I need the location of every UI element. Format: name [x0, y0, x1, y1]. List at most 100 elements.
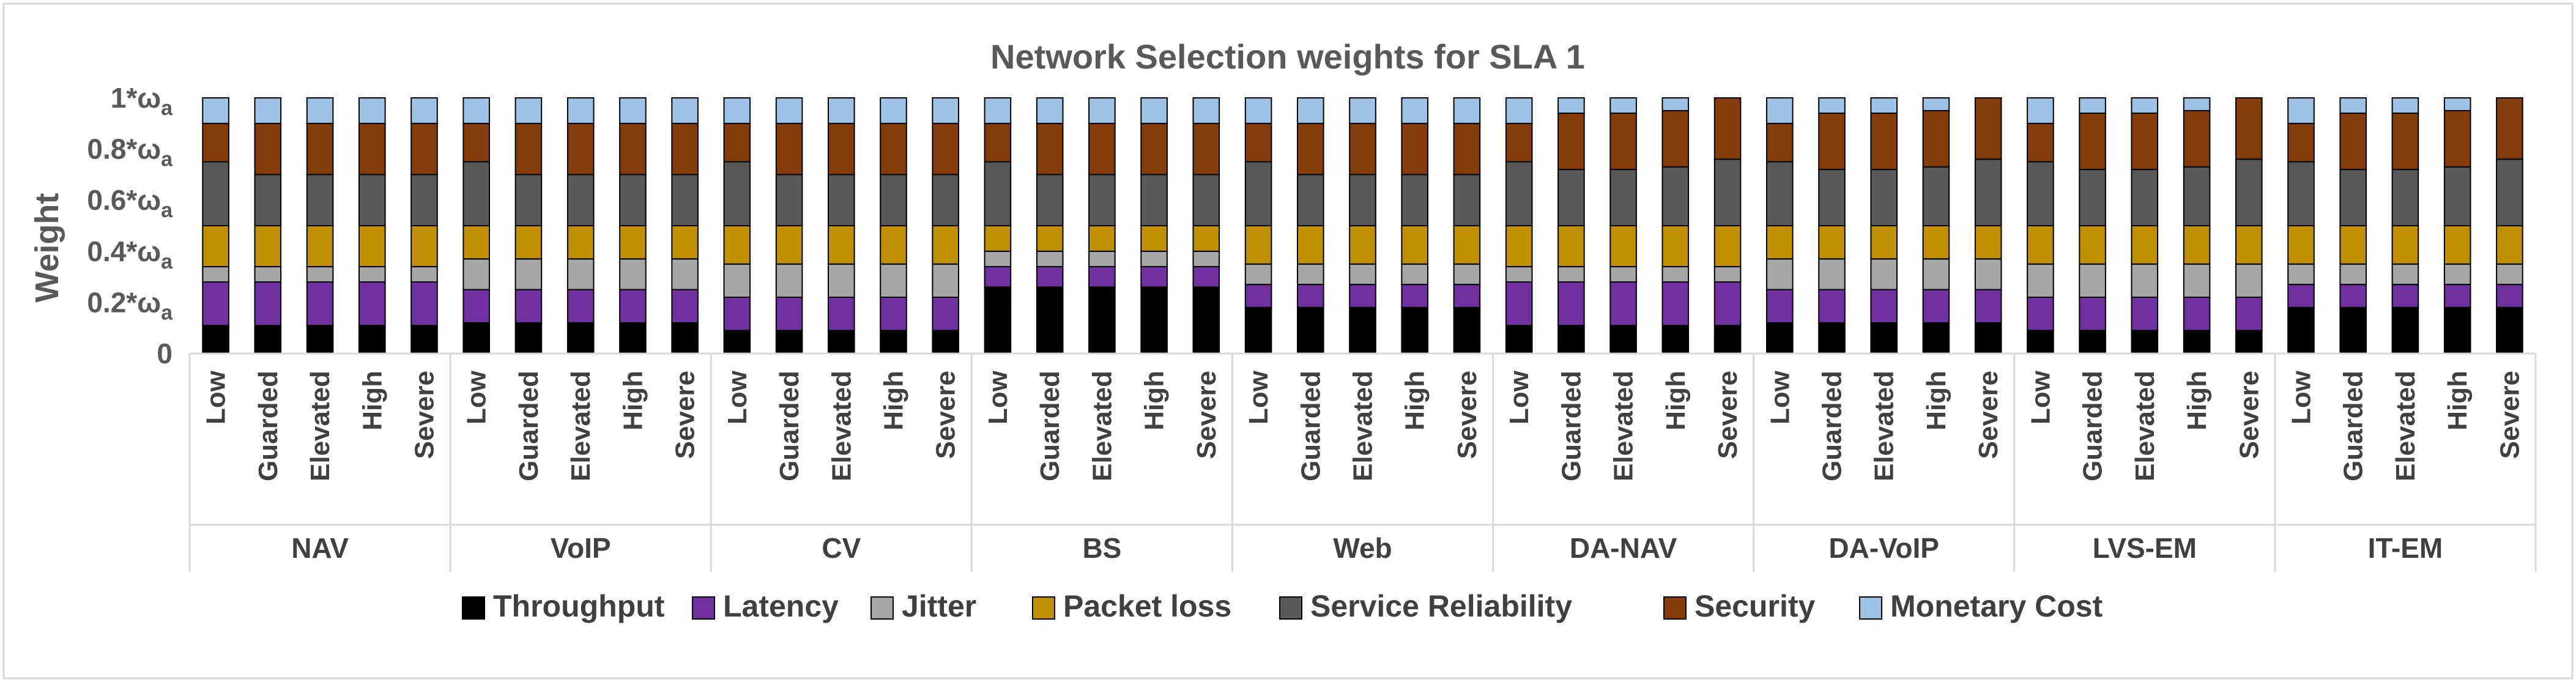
legend-label: Jitter [902, 589, 976, 623]
bar-segment [2131, 225, 2159, 265]
bar-segment [2339, 263, 2367, 286]
bar-segment [1922, 97, 1950, 111]
bar-segment [828, 122, 855, 176]
bar-segment [2391, 284, 2419, 308]
bar-segment [1297, 225, 1324, 265]
bar-segment [202, 225, 229, 267]
y-tick-label: 0.4*ωa [87, 235, 173, 273]
bar-segment [1140, 174, 1168, 226]
bar-segment [1557, 113, 1585, 171]
chart-title: Network Selection weights for SLA 1 [990, 37, 1585, 76]
bar-segment [1036, 265, 1064, 288]
bar-segment [2131, 113, 2159, 171]
bar-segment [358, 265, 386, 283]
bar-segment [2183, 166, 2211, 226]
bar-segment [2027, 161, 2054, 226]
bar-segment [2131, 297, 2159, 332]
bar-segment [2391, 113, 2419, 171]
bar-segment [932, 330, 960, 355]
bar-segment [1609, 97, 1637, 114]
bar-segment [2235, 330, 2263, 355]
bar-segment [2443, 97, 2471, 111]
bar-segment [1505, 225, 1533, 267]
legend: Throughput Latency Jitter Packet loss Servic… [462, 589, 2103, 623]
bar-segment [671, 174, 699, 226]
bar-segment [254, 281, 282, 327]
bar-segment [566, 258, 595, 291]
x-tick-label: Elevated [2130, 371, 2160, 481]
group-label: BS [1082, 532, 1121, 564]
bar-segment [723, 330, 751, 355]
bar-segment [1661, 225, 1690, 267]
bar-segment [2027, 263, 2054, 298]
bar-segment [2183, 225, 2211, 265]
bar-segment [932, 122, 960, 176]
bar-segment [723, 225, 751, 265]
bar-segment [775, 122, 803, 176]
bar-segment [671, 225, 699, 260]
bar-segment [775, 97, 803, 124]
legend-label: Packet loss [1063, 589, 1231, 623]
bar-segment [202, 97, 229, 124]
legend-item: Monetary Cost [1859, 589, 2103, 623]
y-tick-label: 0.6*ωa [87, 184, 173, 222]
bar-segment [2496, 306, 2523, 354]
bar-segment [2391, 97, 2419, 114]
bar-segment [2339, 306, 2367, 354]
legend-label: Throughput [493, 589, 665, 623]
bar-segment [1401, 174, 1428, 226]
bar-segment [410, 225, 438, 267]
bar-segment [2183, 263, 2211, 298]
bar-segment [1974, 97, 2002, 160]
bar-segment [2496, 284, 2523, 308]
bar-segment [1036, 286, 1064, 354]
bar-segment [1192, 250, 1220, 267]
bar-segment [2079, 225, 2106, 265]
bar-segment [2027, 97, 2054, 124]
bar-segment [254, 265, 282, 283]
bar-segment [462, 322, 491, 354]
bar-segment [1766, 122, 1794, 163]
bar-segment [1349, 122, 1376, 176]
bar-segment [1818, 225, 1846, 260]
x-tick-label: Severe [2495, 371, 2525, 459]
bar-segment [462, 122, 491, 163]
bar-segment [514, 258, 543, 291]
bar-segment [984, 250, 1012, 267]
x-tick-label: Guarded [774, 371, 804, 481]
x-tick-label: Elevated [826, 371, 856, 481]
bar-segment [1036, 97, 1064, 124]
bar-segment [1922, 109, 1950, 168]
x-tick-label: Severe [1973, 371, 2003, 459]
bar-segment [1192, 97, 1220, 124]
bar-segment [2496, 225, 2523, 265]
bar-segment [1870, 225, 1898, 260]
bar-segment [254, 225, 282, 267]
x-tick-label: Low [2025, 370, 2055, 424]
bar-segment [202, 281, 229, 327]
bar-segment [1766, 289, 1794, 324]
bar-segment [358, 225, 386, 267]
x-tick-label: Low [1504, 370, 1534, 424]
bar-segment [1192, 174, 1220, 226]
bar-segment [1088, 122, 1116, 176]
bar-segment [775, 297, 803, 332]
x-tick-label: Elevated [1609, 371, 1639, 481]
bar-segment [1088, 174, 1116, 226]
bar-segment [202, 265, 229, 283]
bar-segment [2027, 225, 2054, 265]
bar-segment [358, 97, 386, 124]
x-tick-label: High [1140, 371, 1170, 431]
bar-segment [828, 330, 855, 355]
bar-segment [932, 97, 960, 124]
bar-segment [1192, 265, 1220, 288]
bar-segment [306, 174, 334, 226]
bar-segment [1036, 174, 1064, 226]
bar-segment [410, 325, 438, 354]
bar-segment [880, 297, 907, 332]
bar-segment [1140, 97, 1168, 124]
bar-segment [306, 265, 334, 283]
bar-segment [410, 174, 438, 226]
bar-segment [828, 225, 855, 265]
bar-segment [2079, 169, 2106, 226]
